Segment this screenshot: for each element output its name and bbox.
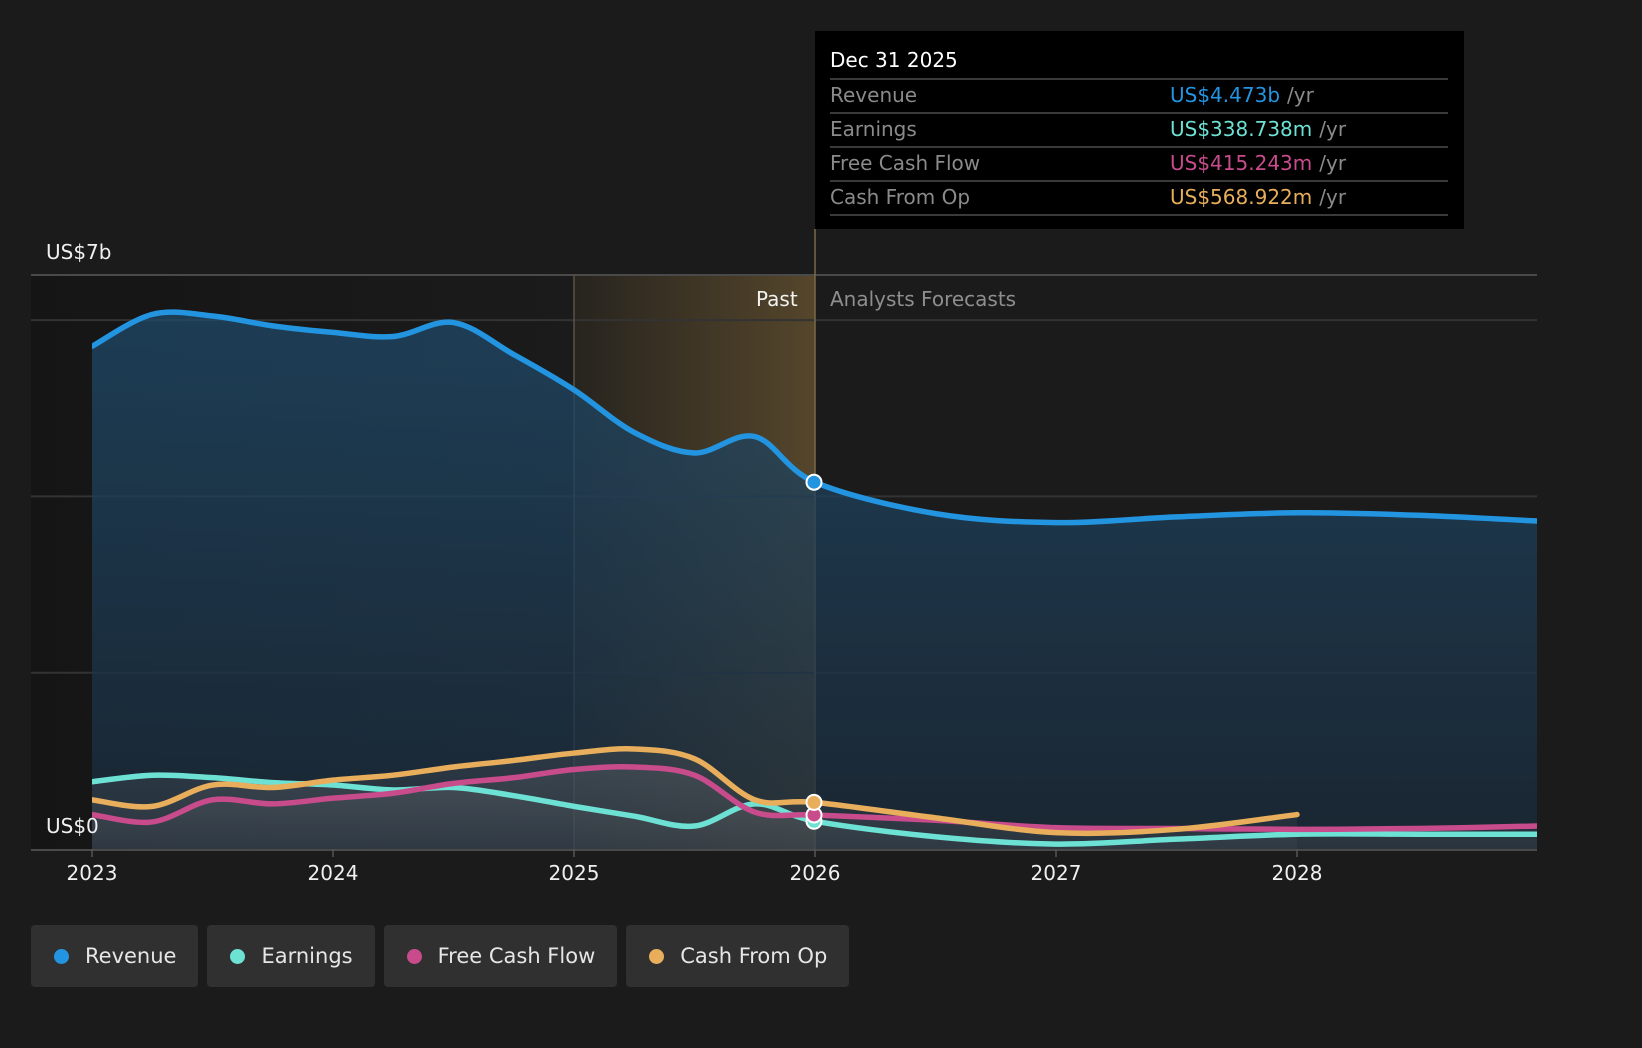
tooltip-label: Cash From Op bbox=[830, 185, 971, 209]
tooltip-row-cash-from-op: Cash From Op US$568.922m /yr bbox=[830, 182, 1448, 216]
tooltip-value: US$568.922m bbox=[1170, 185, 1313, 209]
tooltip-label: Earnings bbox=[830, 117, 917, 141]
tooltip-row-free-cash-flow: Free Cash Flow US$415.243m /yr bbox=[830, 148, 1448, 182]
cash-from-op-area bbox=[92, 748, 1297, 849]
tooltip-unit: /yr bbox=[1287, 83, 1314, 107]
x-tick-label: 2028 bbox=[1271, 861, 1323, 885]
revenue-area bbox=[92, 312, 1537, 850]
tooltip-label: Free Cash Flow bbox=[830, 151, 981, 175]
revenue-line bbox=[92, 309, 1537, 526]
tooltip-unit: /yr bbox=[1319, 185, 1347, 209]
tooltip-unit: /yr bbox=[1319, 151, 1347, 175]
x-tick-label: 2026 bbox=[789, 861, 841, 885]
cash-from-op-marker bbox=[805, 793, 823, 811]
legend-item-cash-from-op[interactable]: Cash From Op bbox=[626, 925, 850, 987]
x-tick-label: 2023 bbox=[66, 861, 118, 885]
legend-label: Earnings bbox=[261, 944, 353, 968]
revenue-dot-icon bbox=[54, 948, 69, 964]
free-cash-flow-dot-icon bbox=[406, 948, 422, 964]
forecast-label: Analysts Forecasts bbox=[830, 287, 1017, 311]
legend-item-revenue[interactable]: Revenue bbox=[31, 925, 199, 987]
tooltip-unit: /yr bbox=[1319, 117, 1347, 141]
earnings-dot-icon bbox=[230, 948, 246, 964]
y-axis-top-label: US$7b bbox=[46, 240, 112, 264]
legend-label: Revenue bbox=[85, 944, 177, 968]
past-label: Past bbox=[756, 287, 798, 311]
legend-label: Cash From Op bbox=[680, 944, 828, 968]
tooltip-label: Revenue bbox=[830, 83, 918, 107]
legend-label: Free Cash Flow bbox=[437, 944, 596, 968]
cash-from-op-dot-icon bbox=[649, 948, 665, 964]
legend-item-earnings[interactable]: Earnings bbox=[207, 925, 375, 987]
tooltip-value: US$4.473b bbox=[1170, 83, 1281, 107]
legend: Revenue Earnings Free Cash Flow Cash Fro… bbox=[31, 925, 850, 987]
x-tick-label: 2024 bbox=[307, 861, 359, 885]
tooltip-row-revenue: Revenue US$4.473b /yr bbox=[830, 80, 1448, 114]
tooltip-date: Dec 31 2025 bbox=[830, 45, 1448, 80]
tooltip-value: US$338.738m bbox=[1170, 117, 1313, 141]
legend-item-free-cash-flow[interactable]: Free Cash Flow bbox=[383, 925, 618, 987]
tooltip: Dec 31 2025 Revenue US$4.473b /yr Earnin… bbox=[815, 31, 1464, 229]
x-tick-label: 2025 bbox=[548, 861, 600, 885]
tooltip-value: US$415.243m bbox=[1170, 151, 1313, 175]
cash-from-op-line bbox=[92, 746, 1300, 837]
tooltip-row-earnings: Earnings US$338.738m /yr bbox=[830, 114, 1448, 148]
x-tick-label: 2027 bbox=[1030, 861, 1082, 885]
revenue-marker bbox=[805, 473, 823, 491]
y-axis-zero-label: US$0 bbox=[46, 814, 99, 838]
free-cash-flow-line bbox=[92, 763, 1537, 833]
